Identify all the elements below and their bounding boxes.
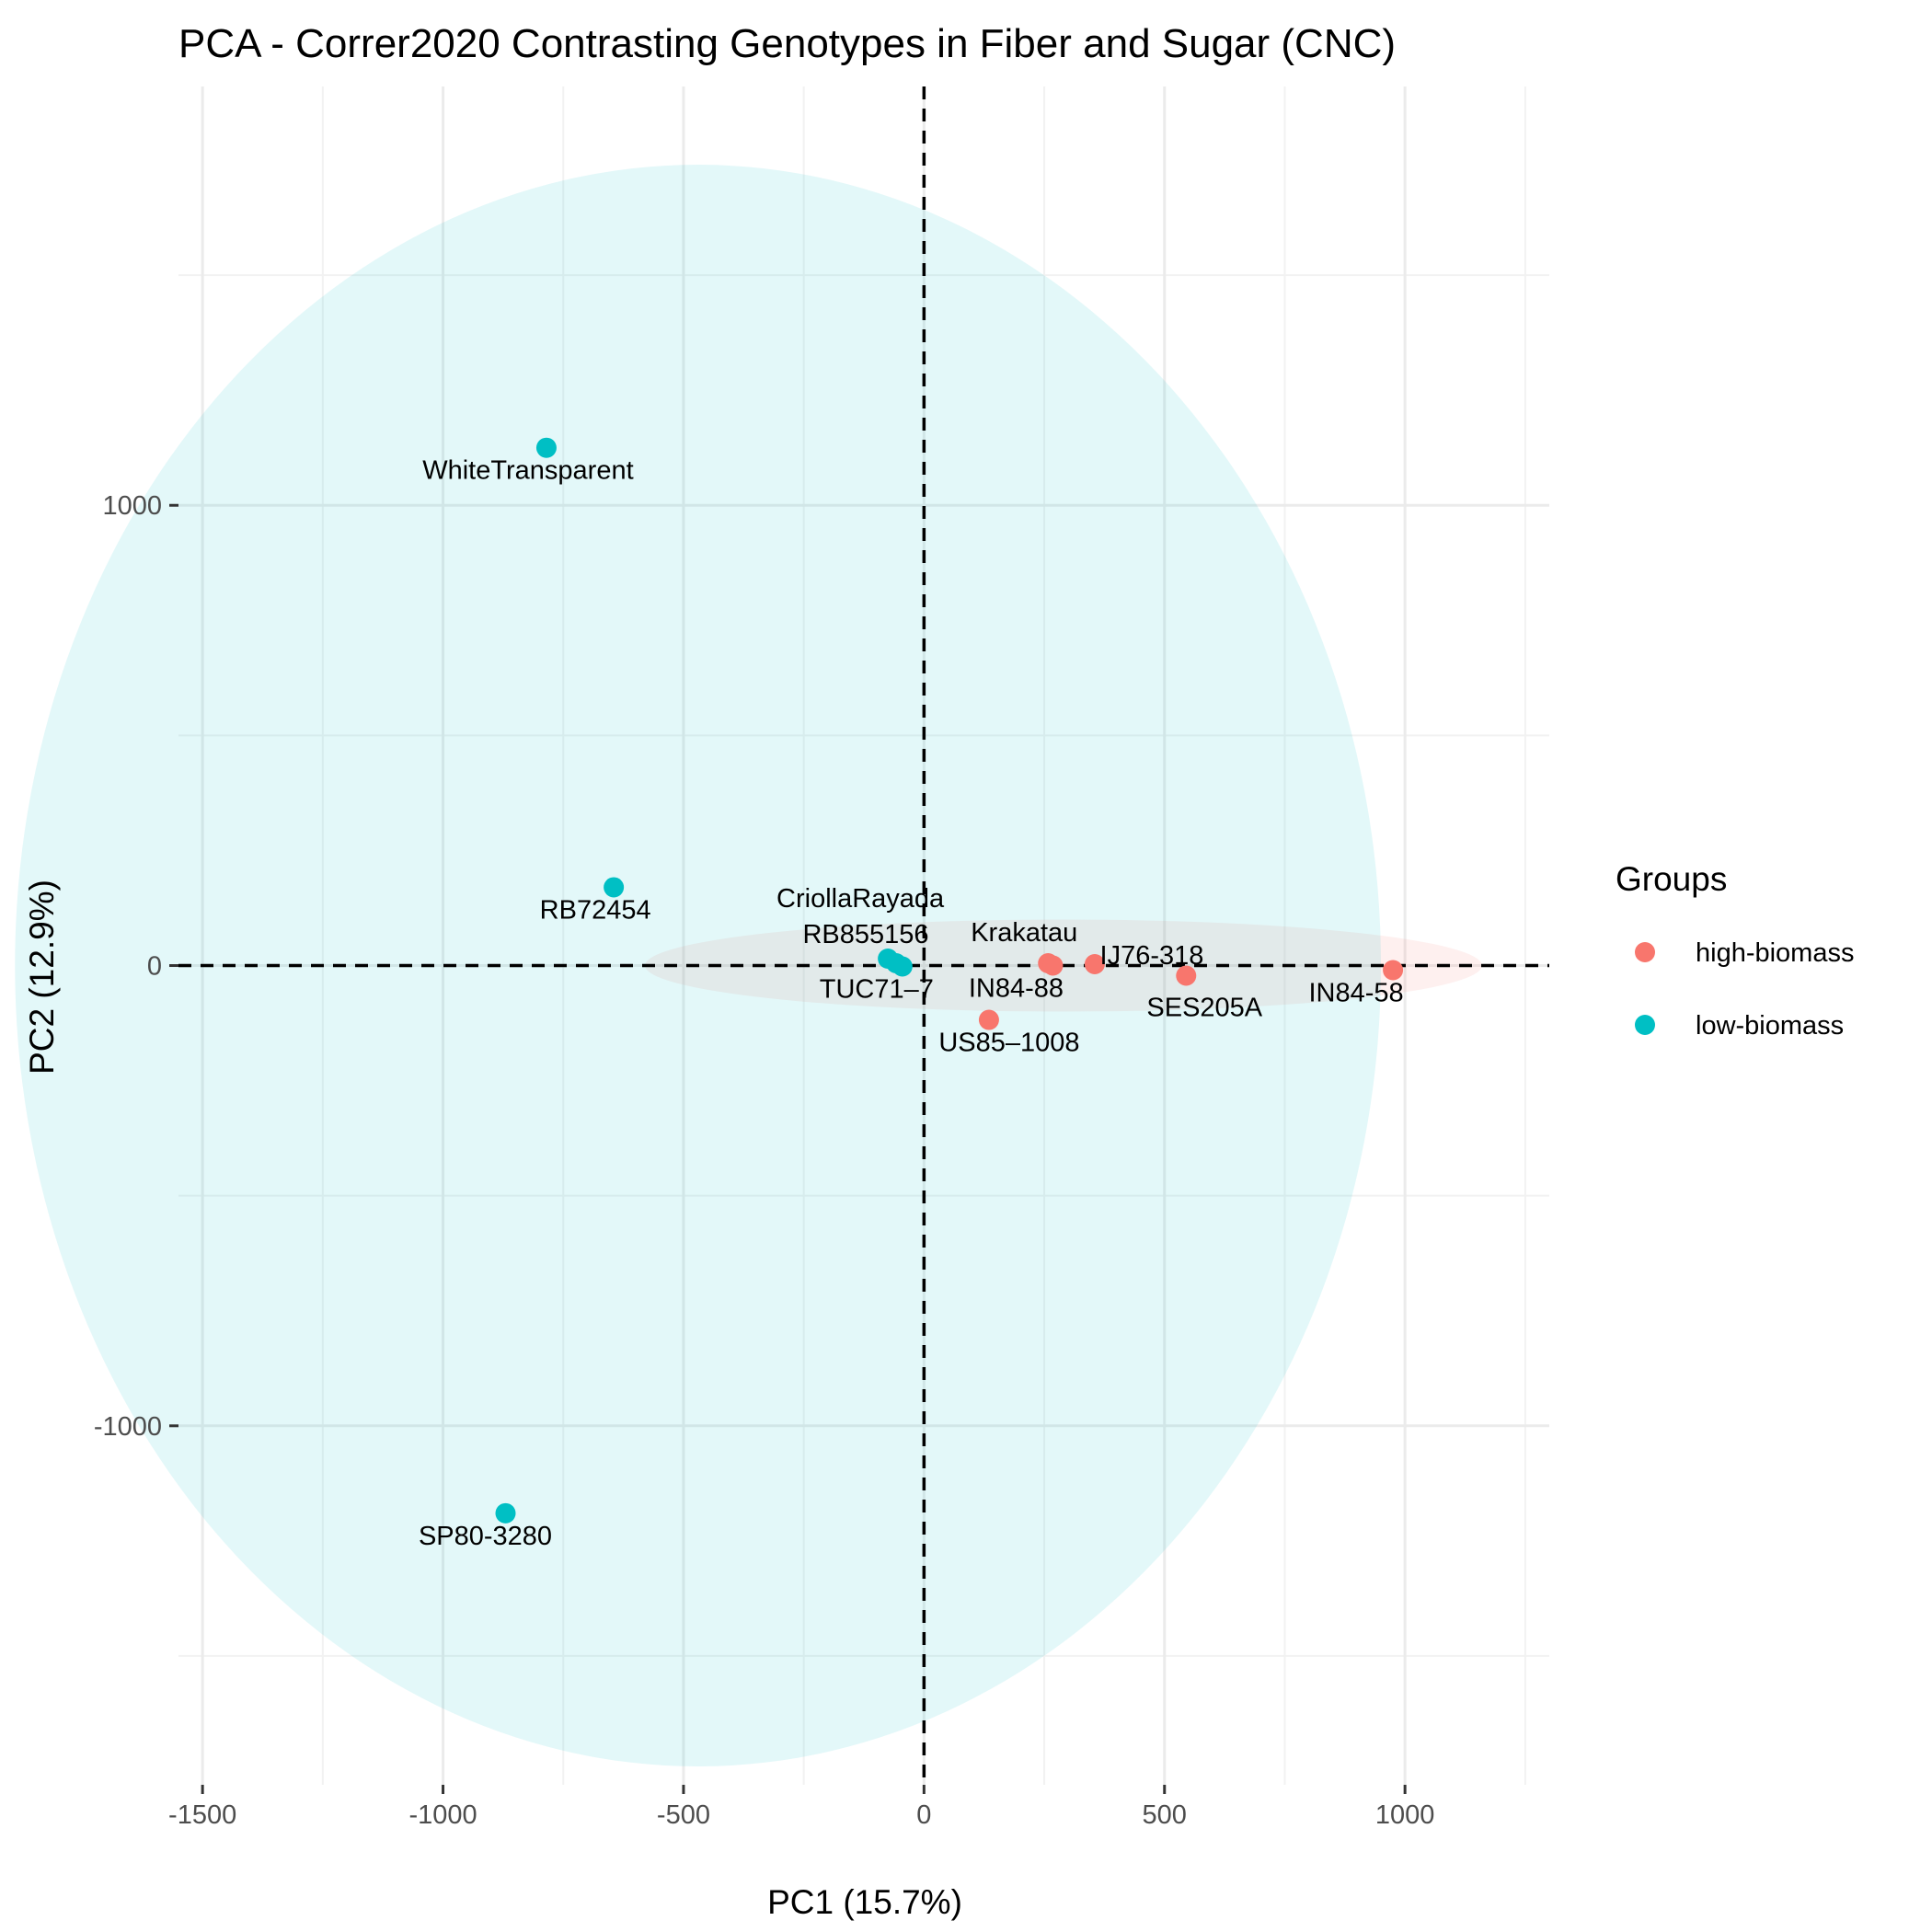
point-label: WhiteTransparent	[422, 456, 633, 486]
point-label: SES205A	[1146, 994, 1262, 1023]
point-label: TUC71–7	[820, 975, 934, 1005]
x-tick-label: -1000	[408, 1800, 477, 1830]
point-label: IJ76-318	[1100, 941, 1204, 971]
x-tick-label: 0	[916, 1800, 931, 1830]
chart-title: PCA - Correr2020 Contrasting Genotypes i…	[178, 21, 1396, 66]
reference-lines	[178, 86, 1549, 1785]
point-labels: Krakatau IJ76-318 IN84-88 SES205A IN84-58 US8…	[419, 456, 1404, 1551]
data-point	[1176, 965, 1197, 986]
x-tick-label: 1000	[1375, 1800, 1435, 1830]
point-label: SP80-3280	[419, 1522, 552, 1551]
minor-gridlines	[178, 86, 1549, 1785]
point-label: US85–1008	[938, 1029, 1079, 1058]
y-tick-label: 1000	[102, 491, 162, 521]
x-axis-title: PC1 (15.7%)	[767, 1883, 962, 1921]
data-point	[604, 877, 625, 898]
legend-title: Groups	[1616, 860, 1727, 898]
point-label: RB855156	[802, 920, 928, 949]
y-tick-label: -1000	[94, 1412, 162, 1442]
point-label: RB72454	[540, 895, 651, 925]
data-point	[1042, 955, 1064, 976]
data-point	[1383, 960, 1404, 981]
data-points	[495, 437, 1404, 1524]
legend-swatch	[1635, 942, 1655, 962]
y-tick-label: 0	[147, 952, 162, 982]
point-label: IN84-88	[969, 974, 1064, 1004]
point-label: Krakatau	[971, 918, 1077, 948]
x-tick-label: 500	[1143, 1800, 1187, 1830]
legend-entries: high-biomass low-biomass	[1635, 938, 1854, 1041]
x-tick-label: -1500	[168, 1800, 236, 1830]
legend: Groups high-biomass low-biomass	[1616, 860, 1854, 1041]
data-point	[978, 1009, 999, 1030]
data-point	[535, 437, 557, 458]
data-point	[1084, 954, 1105, 975]
x-axis-ticks: -1500 -1000 -500 0 500 1000	[168, 1785, 1434, 1830]
data-point	[495, 1502, 516, 1524]
x-tick-label: -500	[657, 1800, 710, 1830]
legend-label: low-biomass	[1696, 1011, 1844, 1041]
data-point	[891, 956, 913, 977]
point-label: IN84-58	[1309, 979, 1404, 1008]
legend-swatch	[1635, 1015, 1655, 1035]
legend-label: high-biomass	[1696, 938, 1854, 968]
y-axis-ticks: -1000 0 1000	[94, 491, 178, 1442]
point-label: CriollaRayada	[776, 884, 945, 914]
y-axis-title: PC2 (12.9%)	[23, 880, 61, 1075]
